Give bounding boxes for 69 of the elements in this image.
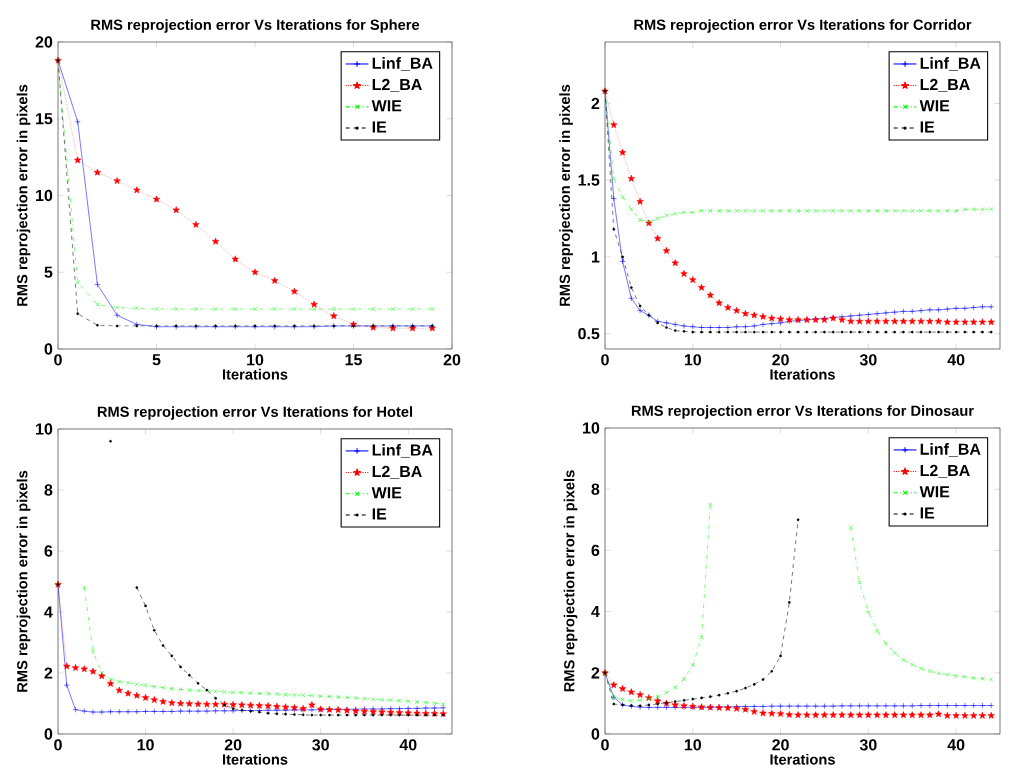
y-tick-label: 10 — [36, 423, 53, 435]
y-tick-label: 0 — [591, 728, 600, 740]
legend-label: Linf_BA — [372, 444, 433, 458]
legend-label: IE — [372, 508, 387, 520]
x-tick-label: 20 — [772, 354, 789, 366]
x-tick-label: 10 — [247, 354, 264, 366]
legend-label: IE — [920, 121, 935, 133]
x-tick-label: 15 — [345, 354, 362, 366]
x-axis-title: Iterations — [222, 368, 288, 380]
x-tick-label: 0 — [601, 739, 609, 751]
x-tick-label: 30 — [859, 739, 877, 751]
y-tick-label: 6 — [591, 544, 600, 557]
legend-label: WIE — [371, 487, 402, 499]
x-tick-label: 30 — [859, 354, 877, 366]
y-axis-title: RMS reprojection error in pixels — [559, 84, 573, 306]
legend-label: Linf_BA — [920, 443, 981, 457]
legend-label: Linf_BA — [920, 57, 981, 71]
y-tick-label: 8 — [591, 483, 600, 495]
y-tick-label: 2 — [591, 667, 600, 679]
x-axis-title: Iterations — [222, 753, 288, 765]
y-tick-label: 4 — [44, 606, 53, 618]
y-tick-label: 10 — [583, 422, 600, 434]
x-tick-label: 20 — [224, 739, 242, 751]
x-tick-label: 0 — [54, 354, 62, 366]
legend-label: L2_BA — [920, 78, 970, 92]
x-tick-label: 30 — [312, 739, 329, 751]
legend-label: WIE — [919, 486, 950, 498]
legend-label: IE — [372, 121, 387, 133]
legend-label: WIE — [371, 100, 402, 112]
y-tick-label: 6 — [44, 545, 53, 557]
legend-label: L2_BA — [372, 465, 422, 479]
x-tick-label: 20 — [443, 354, 461, 366]
y-tick-label: 0.5 — [578, 327, 600, 340]
x-tick-label: 10 — [684, 354, 702, 366]
x-tick-label: 5 — [152, 354, 161, 366]
y-tick-label: 8 — [44, 484, 53, 496]
x-tick-label: 10 — [137, 739, 154, 751]
chart-title: RMS reprojection error Vs Iterations for Sphere — [91, 19, 420, 33]
y-axis-title: RMS reprojection error in pixels — [16, 470, 31, 692]
x-axis-title: Iterations — [770, 368, 835, 380]
x-tick-label: 40 — [947, 354, 965, 366]
y-tick-label: 5 — [44, 266, 53, 278]
legend-label: WIE — [919, 100, 950, 112]
y-tick-label: 0 — [44, 343, 53, 355]
y-tick-label: 20 — [35, 36, 53, 48]
legend-label: L2_BA — [372, 78, 422, 92]
legend-label: L2_BA — [920, 464, 970, 478]
y-tick-label: 1.5 — [578, 174, 600, 186]
x-tick-label: 0 — [601, 354, 609, 366]
y-tick-label: 2 — [44, 667, 53, 679]
legend-label: IE — [920, 507, 935, 519]
chart-title: RMS reprojection error Vs Iterations for Hotel — [97, 406, 413, 420]
x-tick-label: 10 — [684, 739, 702, 751]
y-tick-label: 2 — [591, 97, 600, 109]
y-tick-label: 0 — [44, 728, 53, 740]
legend-label: Linf_BA — [372, 57, 433, 71]
chart-title: RMS reprojection error Vs Iterations for Dinosaur — [631, 405, 974, 419]
y-tick-label: 10 — [36, 189, 53, 202]
y-axis-title: RMS reprojection error in pixels — [16, 84, 31, 306]
x-tick-label: 20 — [772, 739, 789, 751]
y-tick-label: 15 — [36, 113, 53, 125]
x-axis-title: Iterations — [770, 753, 835, 765]
chart-title: RMS reprojection error Vs Iterations for Corridor — [634, 19, 972, 33]
x-tick-label: 0 — [54, 739, 62, 751]
x-tick-label: 40 — [399, 739, 417, 751]
x-tick-label: 40 — [947, 739, 965, 751]
y-axis-title: RMS reprojection error in pixels — [563, 470, 578, 692]
y-tick-label: 4 — [591, 606, 600, 618]
y-tick-label: 1 — [591, 251, 600, 263]
